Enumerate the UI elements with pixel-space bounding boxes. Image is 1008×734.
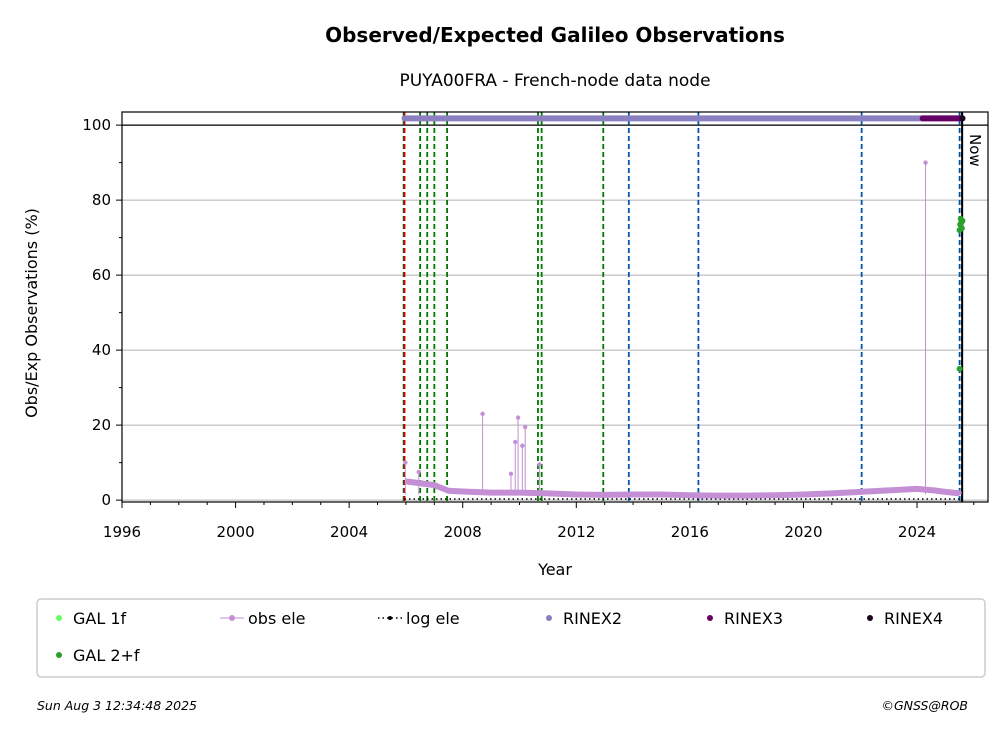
chart-subtitle: PUYA00FRA - French-node data node xyxy=(399,71,710,91)
gal-2f-point xyxy=(959,217,966,224)
legend-marker xyxy=(867,615,873,621)
obs-ele-point xyxy=(403,460,408,465)
data-layer xyxy=(401,115,966,500)
y-tick-label: 40 xyxy=(92,341,111,359)
y-tick-label: 100 xyxy=(82,116,111,134)
legend-label: GAL 1f xyxy=(73,609,127,628)
axes: 0 20 40 60 80 100 1996 2000 2004 2008 2012 2016 2020… xyxy=(82,116,975,541)
legend-label: RINEX3 xyxy=(724,609,783,628)
legend-label: log ele xyxy=(406,609,460,628)
obs-ele-point xyxy=(480,411,485,417)
obs-ele-point xyxy=(515,415,521,420)
rinex4-point xyxy=(959,115,966,122)
x-tick-label: 2012 xyxy=(557,523,595,541)
y-tick-label: 20 xyxy=(92,416,111,434)
x-tick-label: 2008 xyxy=(444,523,482,541)
obs-ele-point xyxy=(923,160,928,165)
obs-ele-point xyxy=(513,439,518,445)
legend-label: GAL 2+f xyxy=(73,646,140,665)
obs-ele-point xyxy=(520,443,525,448)
footer-copyright: ©GNSS@ROB xyxy=(881,698,968,713)
legend-marker xyxy=(707,615,713,621)
legend-marker xyxy=(56,615,62,621)
y-tick-label: 80 xyxy=(92,191,111,209)
x-tick-label: 1996 xyxy=(103,523,141,541)
legend-marker xyxy=(546,615,552,621)
x-tick-label: 2024 xyxy=(898,523,936,541)
x-tick-label: 2020 xyxy=(784,523,822,541)
legend-label: RINEX4 xyxy=(884,609,943,628)
legend-box xyxy=(36,598,986,678)
plot-frame xyxy=(121,111,989,503)
x-axis-label: Year xyxy=(537,560,572,579)
gal-2f-point xyxy=(958,225,965,232)
now-label: Now xyxy=(966,134,984,167)
legend: GAL 1f obs ele log ele RINEX2 RINEX3 RINEX4 GA… xyxy=(56,609,943,665)
legend-marker xyxy=(388,616,392,620)
obs-ele-point xyxy=(416,469,421,475)
event-lines xyxy=(402,112,964,502)
obs-ele-point xyxy=(957,490,962,495)
y-axis-label: Obs/Exp Observations (%) xyxy=(22,208,41,418)
x-tick-label: 2000 xyxy=(216,523,254,541)
obs-ele-point xyxy=(508,471,514,477)
x-tick-label: 2016 xyxy=(671,523,709,541)
obs-ele-point xyxy=(522,424,528,430)
legend-marker xyxy=(229,615,235,621)
footer-timestamp: Sun Aug 3 12:34:48 2025 xyxy=(37,698,197,713)
gal-2f-point xyxy=(956,365,963,372)
legend-label: RINEX2 xyxy=(563,609,622,628)
legend-label: obs ele xyxy=(248,609,306,628)
chart-title: Observed/Expected Galileo Observations xyxy=(325,23,785,47)
grid-lines xyxy=(122,124,988,501)
y-tick-label: 60 xyxy=(92,266,111,284)
x-tick-label: 2004 xyxy=(330,523,368,541)
legend-marker xyxy=(56,652,62,658)
y-tick-label: 0 xyxy=(101,491,111,509)
obs-ele-band xyxy=(405,478,960,499)
obs-ele-point xyxy=(537,462,542,467)
